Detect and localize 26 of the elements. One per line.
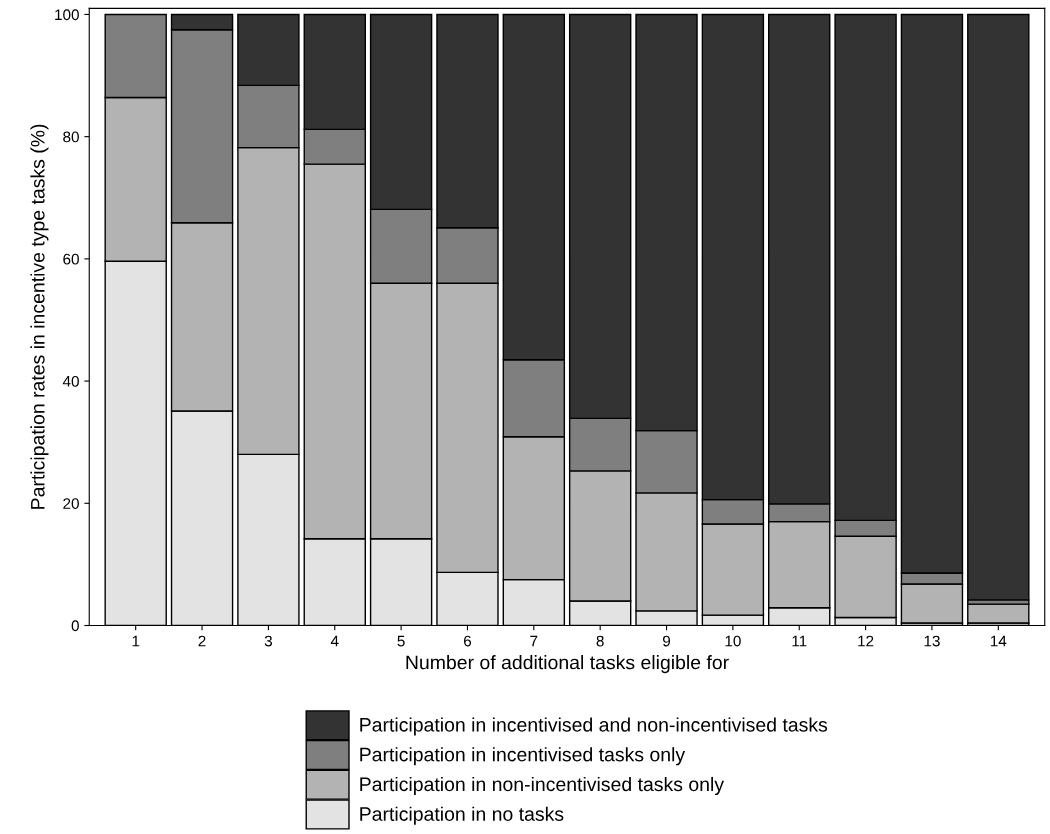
x-tick-label: 14	[990, 635, 1007, 647]
y-tick-label: 20	[63, 498, 79, 509]
y-tick-label: 0	[71, 620, 79, 632]
x-tick-label: 11	[792, 635, 807, 647]
x-tick-label: 7	[530, 635, 538, 647]
x-tick-label: 12	[858, 635, 874, 647]
x-tick-label: 4	[330, 635, 339, 647]
x-tick-label: 9	[663, 635, 671, 647]
x-tick-label: 8	[596, 635, 604, 647]
y-axis-title: Participation rates in incentive type tasks (%)	[30, 124, 49, 509]
x-tick-label: 1	[132, 635, 140, 647]
x-axis-title: Number of additional tasks eligible for	[406, 655, 729, 674]
x-tick-label: 13	[924, 635, 940, 647]
y-tick-label: 80	[63, 131, 79, 143]
x-tick-label: 10	[725, 635, 741, 647]
x-tick-label: 3	[264, 635, 272, 647]
legend-label: Participation in no tasks	[360, 806, 564, 825]
x-tick-label: 6	[464, 635, 472, 647]
legend-label: Participation in non-incentivised tasks only	[360, 776, 724, 796]
legend-label: Participation in incentivised tasks only	[360, 747, 686, 766]
y-tick-label: 60	[63, 253, 79, 265]
x-tick-label: 5	[397, 635, 405, 647]
x-tick-label: 2	[198, 635, 206, 647]
y-tick-label: 100	[55, 9, 79, 21]
y-tick-label: 40	[62, 375, 79, 387]
legend-label: Participation in incentivised and non-incentivised tasks	[360, 717, 828, 736]
